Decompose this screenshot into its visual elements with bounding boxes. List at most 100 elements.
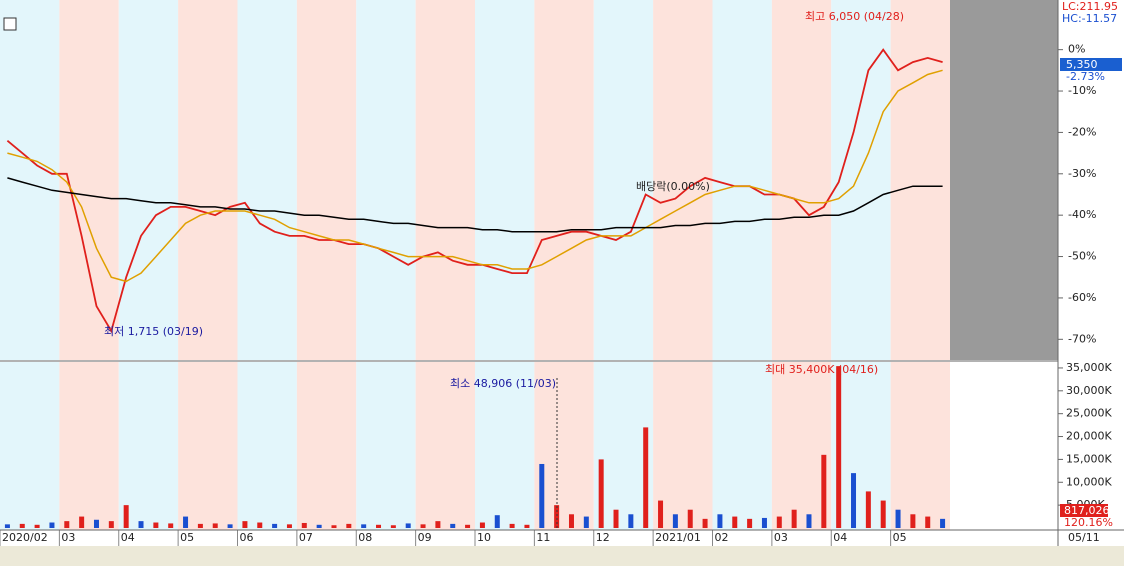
- last-price-box: [1060, 58, 1122, 71]
- volume-bar: [257, 522, 263, 528]
- line-ma-long: [7, 177, 943, 233]
- volume-bar: [197, 523, 203, 528]
- volume-bar: [628, 514, 634, 528]
- month-band: [59, 362, 119, 530]
- y-tick-label: -50%: [1068, 250, 1096, 263]
- volume-bar: [672, 514, 678, 528]
- volume-bar: [717, 514, 723, 528]
- volume-bar: [49, 522, 55, 528]
- volume-bar: [183, 516, 189, 528]
- month-band: [415, 0, 475, 360]
- volume-bar: [836, 366, 842, 528]
- month-band: [178, 362, 238, 530]
- x-tick-label: 07: [299, 531, 313, 544]
- volume-bar: [554, 505, 560, 528]
- volume-bar: [361, 524, 367, 528]
- volume-bar: [331, 525, 337, 528]
- month-band: [415, 362, 475, 530]
- month-band: [356, 0, 416, 360]
- lc-label: LC:211.95: [1062, 0, 1118, 13]
- volume-bar: [376, 524, 382, 528]
- volume-bar: [747, 518, 753, 528]
- volume-bar: [19, 523, 25, 528]
- volume-bar: [761, 517, 767, 528]
- month-band: [475, 362, 535, 530]
- month-band: [59, 0, 119, 360]
- x-tick-label: 2020/02: [2, 531, 48, 544]
- volume-bar: [286, 524, 292, 528]
- volume-bar: [153, 522, 159, 528]
- volume-bar: [4, 524, 10, 528]
- x-tick-label: 05: [180, 531, 194, 544]
- volume-bar: [806, 514, 812, 528]
- volume-bar: [479, 522, 485, 528]
- month-band: [475, 0, 535, 360]
- volume-bar: [865, 491, 871, 528]
- volume-bar: [583, 516, 589, 528]
- month-band: [237, 0, 297, 360]
- toolbar: [0, 546, 1124, 566]
- volume-bar: [702, 518, 708, 528]
- month-band: [771, 0, 832, 360]
- volume-bar: [880, 500, 886, 528]
- volume-bar: [435, 521, 441, 528]
- volume-bar: [405, 523, 411, 528]
- x-tick-label: 04: [121, 531, 135, 544]
- month-band: [712, 0, 772, 360]
- x-tick-label: 04: [833, 531, 847, 544]
- volume-bar: [168, 523, 174, 528]
- max-annotation: 최대 35,400K (04/16): [765, 363, 878, 376]
- y-tick-label: -30%: [1068, 167, 1096, 180]
- volume-bar: [732, 516, 738, 528]
- x-tick-label: 09: [418, 531, 432, 544]
- volume-bar: [910, 514, 916, 528]
- volume-bar: [212, 523, 218, 528]
- volume-bar: [598, 459, 604, 528]
- last-volume: 817,026: [1064, 504, 1110, 517]
- x-tick-label: 03: [61, 531, 75, 544]
- volume-bar: [272, 523, 278, 528]
- y-tick-label: 20,000K: [1066, 430, 1112, 443]
- volume-bar: [227, 524, 233, 528]
- hc-label: HC:-11.57: [1062, 12, 1117, 25]
- y-tick-label: -40%: [1068, 208, 1096, 221]
- grid-icon[interactable]: [3, 17, 17, 31]
- last-volume-box: [1060, 504, 1108, 517]
- month-band: [296, 0, 357, 360]
- volume-bar: [851, 473, 857, 528]
- month-band: [296, 362, 357, 530]
- date-label: 05/11: [1068, 531, 1100, 544]
- y-tick-label: -70%: [1068, 332, 1096, 345]
- volume-bar: [568, 514, 574, 528]
- x-tick-label: 08: [358, 531, 372, 544]
- line-ma-short: [7, 69, 943, 283]
- x-tick-label: 03: [774, 531, 788, 544]
- volume-bar: [79, 516, 85, 528]
- x-tick-label: 10: [477, 531, 491, 544]
- volume-bar: [494, 515, 500, 528]
- volume-bar: [346, 523, 352, 528]
- month-band: [118, 362, 179, 530]
- future-area: [950, 0, 1058, 360]
- y-tick-label: 10,000K: [1066, 475, 1112, 488]
- volume-bar: [925, 516, 931, 528]
- y-tick-label: -20%: [1068, 125, 1096, 138]
- last-price: 5,350: [1066, 58, 1098, 71]
- volume-bar: [138, 521, 144, 528]
- volume-bar: [940, 518, 946, 528]
- month-band: [118, 0, 179, 360]
- volume-bar: [687, 509, 693, 528]
- month-band: [890, 0, 950, 360]
- y-tick-label: 30,000K: [1066, 384, 1112, 397]
- volume-bar: [108, 521, 114, 528]
- month-band: [831, 0, 891, 360]
- y-tick-label: 15,000K: [1066, 452, 1112, 465]
- y-tick-label: 0%: [1068, 43, 1085, 56]
- volume-bar: [465, 524, 471, 528]
- volume-bar: [93, 519, 99, 528]
- ex-div-annotation: 배당락(0.00%): [636, 180, 710, 193]
- high-annotation: 최고 6,050 (04/28): [805, 10, 904, 23]
- x-tick-label: 05: [893, 531, 907, 544]
- volume-bar: [524, 524, 530, 528]
